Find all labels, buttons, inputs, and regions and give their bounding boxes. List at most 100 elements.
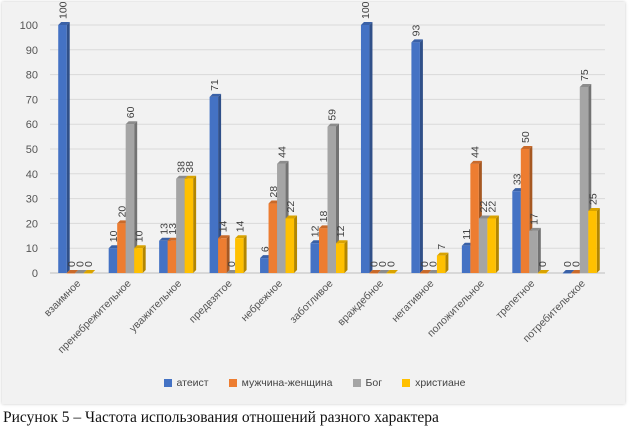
data-label: 0 bbox=[226, 261, 238, 267]
bar-top bbox=[176, 175, 188, 179]
bar bbox=[58, 25, 67, 273]
bar-side bbox=[336, 123, 339, 274]
bar bbox=[461, 245, 471, 273]
bar bbox=[419, 273, 429, 274]
data-label: 60 bbox=[125, 106, 137, 118]
data-label: 0 bbox=[66, 261, 78, 267]
bar-top bbox=[411, 39, 423, 43]
bar-side bbox=[596, 208, 600, 273]
bar bbox=[360, 25, 370, 273]
bar-top bbox=[369, 270, 381, 273]
y-tick-label: 80 bbox=[26, 70, 38, 82]
y-tick-label: 40 bbox=[26, 169, 38, 181]
bar-side bbox=[419, 39, 423, 273]
bar-side bbox=[537, 227, 541, 273]
bar-side bbox=[193, 175, 197, 273]
legend-swatch bbox=[352, 379, 361, 388]
bar bbox=[209, 96, 219, 273]
x-tick-label: предвзятое bbox=[187, 278, 235, 326]
data-label: 0 bbox=[419, 261, 431, 267]
legend-label: Бог bbox=[365, 377, 383, 390]
bar-top bbox=[209, 93, 222, 97]
bar-top bbox=[520, 146, 533, 149]
bar-top bbox=[125, 121, 138, 125]
bar bbox=[562, 273, 572, 274]
bar-side bbox=[243, 235, 247, 273]
bar bbox=[512, 191, 521, 273]
bar bbox=[336, 243, 345, 273]
legend-item: христиане bbox=[402, 377, 465, 389]
legend-label: христиане bbox=[415, 377, 466, 390]
bar-side bbox=[218, 93, 222, 273]
bar-top bbox=[159, 237, 171, 241]
data-label: 13 bbox=[167, 223, 179, 235]
data-label: 38 bbox=[175, 161, 187, 173]
x-tick-label: уважительное bbox=[127, 278, 184, 335]
bar bbox=[125, 124, 135, 273]
bar bbox=[218, 238, 227, 273]
data-label: 13 bbox=[158, 223, 170, 235]
bar bbox=[159, 240, 168, 273]
bar bbox=[268, 203, 278, 273]
bar bbox=[588, 211, 597, 273]
data-label: 33 bbox=[512, 173, 524, 185]
data-label: 12 bbox=[335, 225, 347, 237]
bar bbox=[369, 273, 378, 274]
bar bbox=[478, 218, 488, 273]
data-label: 0 bbox=[377, 261, 389, 267]
y-tick-label: 50 bbox=[26, 144, 38, 156]
data-label: 20 bbox=[116, 206, 128, 218]
x-tick-label: небрежное bbox=[239, 278, 285, 324]
y-tick-label: 70 bbox=[26, 94, 38, 106]
chart-legend: атеист мужчина-женщина Бог христиане bbox=[0, 377, 629, 389]
bar bbox=[310, 243, 319, 273]
data-label: 0 bbox=[562, 261, 574, 267]
data-label: 7 bbox=[436, 244, 448, 250]
legend-swatch bbox=[228, 379, 237, 388]
data-label: 75 bbox=[579, 69, 591, 81]
data-label: 14 bbox=[217, 220, 229, 232]
bar bbox=[108, 248, 118, 273]
bar bbox=[411, 42, 420, 273]
bar-top bbox=[537, 270, 550, 273]
y-tick-label: 90 bbox=[26, 45, 38, 57]
y-tick-label: 30 bbox=[26, 194, 38, 206]
x-tick-label: взаимное bbox=[42, 278, 84, 320]
data-label: 50 bbox=[520, 131, 532, 143]
bar-top bbox=[562, 270, 575, 273]
data-label: 10 bbox=[133, 230, 145, 242]
data-label: 44 bbox=[470, 146, 482, 158]
bar-side bbox=[66, 22, 70, 273]
bar-top bbox=[66, 270, 79, 273]
bar bbox=[75, 273, 84, 274]
bar bbox=[167, 240, 177, 273]
bar-top bbox=[386, 270, 398, 273]
legend-swatch bbox=[402, 379, 411, 388]
bar-top bbox=[75, 270, 87, 273]
bar-side bbox=[344, 240, 348, 273]
bar bbox=[260, 258, 269, 273]
bar-chart: 0102030405060708090100100000взаимное1020… bbox=[20, 1, 605, 356]
y-tick-label: 100 bbox=[20, 20, 38, 32]
bar bbox=[176, 178, 185, 273]
bar-side bbox=[134, 121, 138, 273]
bar-top bbox=[218, 235, 230, 239]
bar-top bbox=[487, 215, 499, 219]
bar-side bbox=[369, 22, 373, 273]
bar-top bbox=[478, 215, 491, 219]
bar bbox=[319, 228, 328, 273]
data-label: 25 bbox=[588, 193, 600, 205]
y-tick-label: 10 bbox=[26, 243, 38, 255]
data-label: 100 bbox=[360, 1, 372, 19]
bar-side bbox=[226, 235, 230, 273]
bar bbox=[537, 273, 547, 274]
bar-top bbox=[83, 270, 96, 273]
bar bbox=[571, 273, 580, 274]
data-label: 0 bbox=[74, 261, 86, 267]
data-label: 0 bbox=[571, 261, 583, 267]
data-label: 0 bbox=[83, 261, 95, 267]
bar-top bbox=[377, 270, 390, 273]
data-label: 0 bbox=[369, 261, 381, 267]
data-label: 0 bbox=[537, 261, 549, 267]
bar-top bbox=[470, 160, 482, 164]
